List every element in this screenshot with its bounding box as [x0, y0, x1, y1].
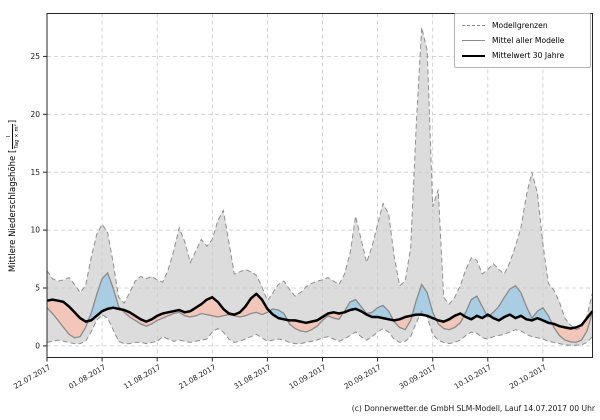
- black-line-icon: [462, 54, 485, 57]
- y-axis-label: Mittlere Niederschlagshöhe [l Tag × m²]: [6, 120, 20, 272]
- climate-mean-line: [46, 292, 594, 330]
- model-min-line: [46, 310, 593, 346]
- axis-ticks: [43, 55, 544, 362]
- x-tick-label: 22.07.2017: [12, 362, 52, 390]
- axis-tick-labels: 0 5 10 15 20 25 22.07.2017 01.08.2017 11.08.2017…: [12, 52, 548, 391]
- model-mean-line: [46, 271, 594, 344]
- x-tick-label: 31.08.2017: [232, 362, 272, 390]
- legend-item-modellgrenzen: Modellgrenzen: [462, 18, 584, 33]
- y-tick-label: 10: [30, 226, 40, 235]
- y-tick-label: 25: [30, 52, 40, 61]
- y-tick-label: 20: [30, 110, 40, 119]
- x-tick-label: 10.09.2017: [287, 362, 327, 390]
- legend: Modellgrenzen Mittel aller Modelle Mitte…: [454, 13, 591, 68]
- x-tick-label: 11.08.2017: [122, 362, 162, 390]
- legend-item-mittelwert-30-jahre: Mittelwert 30 Jahre: [462, 48, 584, 63]
- unit-fraction: l Tag × m²: [6, 124, 20, 149]
- legend-label: Modellgrenzen: [492, 20, 548, 30]
- model-range-band: [47, 27, 593, 346]
- unit-bracket-close: ]: [8, 119, 18, 124]
- x-tick-label: 20.10.2017: [508, 362, 548, 390]
- below-normal-fill: [47, 293, 593, 343]
- dashed-line-icon: [462, 25, 485, 26]
- y-tick-label: 0: [35, 342, 40, 351]
- x-tick-label: 21.08.2017: [177, 362, 217, 390]
- y-tick-label: 5: [35, 284, 40, 293]
- legend-label: Mittel aller Modelle: [492, 35, 565, 45]
- y-axis-label-text: Mittlere Niederschlagshöhe: [8, 155, 18, 273]
- unit-bracket-open: [: [8, 149, 18, 154]
- y-tick-label: 15: [30, 168, 40, 177]
- legend-item-mittel-aller-modelle: Mittel aller Modelle: [462, 33, 584, 48]
- gray-line-icon: [462, 40, 485, 41]
- gridlines: [46, 13, 593, 358]
- legend-label: Mittelwert 30 Jahre: [492, 50, 565, 60]
- x-tick-label: 10.10.2017: [453, 362, 493, 390]
- x-tick-label: 30.09.2017: [398, 362, 438, 390]
- plot-border: [46, 13, 593, 358]
- model-max-line: [46, 27, 593, 331]
- copyright-credit: (c) Donnerwetter.de GmbH SLM-Modell, Lau…: [351, 404, 595, 413]
- x-tick-label: 01.08.2017: [67, 362, 107, 390]
- unit-denominator: Tag × m²: [12, 124, 20, 149]
- x-tick-label: 20.09.2017: [342, 362, 382, 390]
